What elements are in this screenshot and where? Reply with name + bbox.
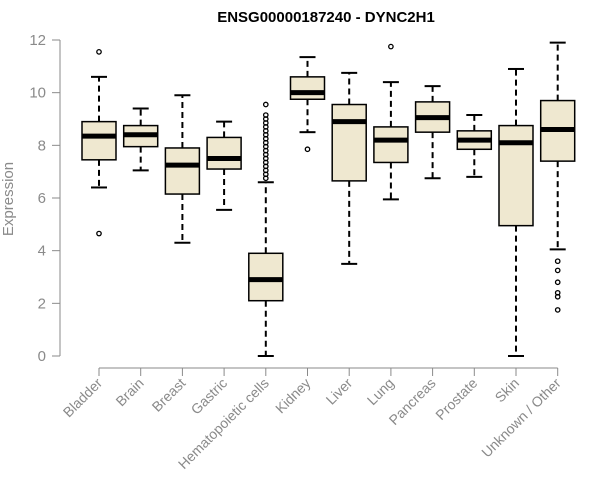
x-tick-label: Liver: [323, 375, 356, 408]
y-tick-label: 0: [38, 348, 46, 365]
box-lung: [373, 43, 409, 201]
outlier-point: [554, 267, 561, 274]
x-tick-label: Kidney: [272, 375, 314, 417]
box-kidney: [289, 56, 326, 153]
box-bladder: [81, 48, 117, 237]
iqr-box: [331, 103, 367, 182]
box-brain: [122, 107, 159, 172]
y-tick-label: 6: [38, 190, 46, 207]
x-tick-label: Lung: [364, 375, 397, 408]
iqr-box: [81, 120, 117, 161]
iqr-box: [248, 252, 284, 302]
x-tick-label: Unknown / Other: [478, 375, 564, 461]
box-prostate: [456, 114, 493, 178]
y-tick-label: 4: [38, 243, 46, 260]
x-tick-label: Bladder: [60, 375, 106, 421]
iqr-box: [373, 126, 409, 164]
iqr-box: [164, 147, 201, 195]
outlier-point: [96, 230, 102, 237]
y-tick-label: 10: [29, 85, 46, 102]
outlier-point: [304, 146, 311, 153]
outlier-point: [262, 101, 269, 108]
outlier-point: [388, 43, 394, 50]
outlier-point: [554, 307, 561, 313]
iqr-box: [206, 136, 242, 170]
box-breast: [164, 94, 201, 244]
x-tick-label: Brain: [112, 375, 146, 409]
box-skin: [498, 67, 534, 357]
y-ticks: 0 2 4 6 8 10 12: [29, 32, 60, 365]
outlier-point: [554, 279, 561, 286]
outlier-point: [262, 112, 269, 118]
box-gastric: [206, 120, 242, 211]
chart-title: ENSG00000187240 - DYNC2H1: [217, 9, 435, 26]
outlier-point: [554, 258, 561, 265]
x-tick-label: Breast: [149, 375, 189, 415]
box-unknown-other: [539, 41, 576, 313]
box-liver: [331, 71, 367, 265]
outlier-point: [554, 293, 561, 300]
x-tick-label: Prostate: [432, 375, 480, 423]
box-hematopoietic-cells: [248, 101, 284, 357]
outlier-point: [96, 48, 102, 55]
y-tick-label: 2: [38, 295, 46, 312]
box-pancreas: [414, 85, 451, 180]
y-tick-label: 12: [29, 32, 46, 49]
x-tick-label: Skin: [492, 375, 523, 406]
y-tick-label: 8: [38, 137, 46, 154]
iqr-box: [289, 76, 326, 101]
y-axis-label: Expression: [0, 162, 17, 236]
boxes: [81, 41, 576, 357]
